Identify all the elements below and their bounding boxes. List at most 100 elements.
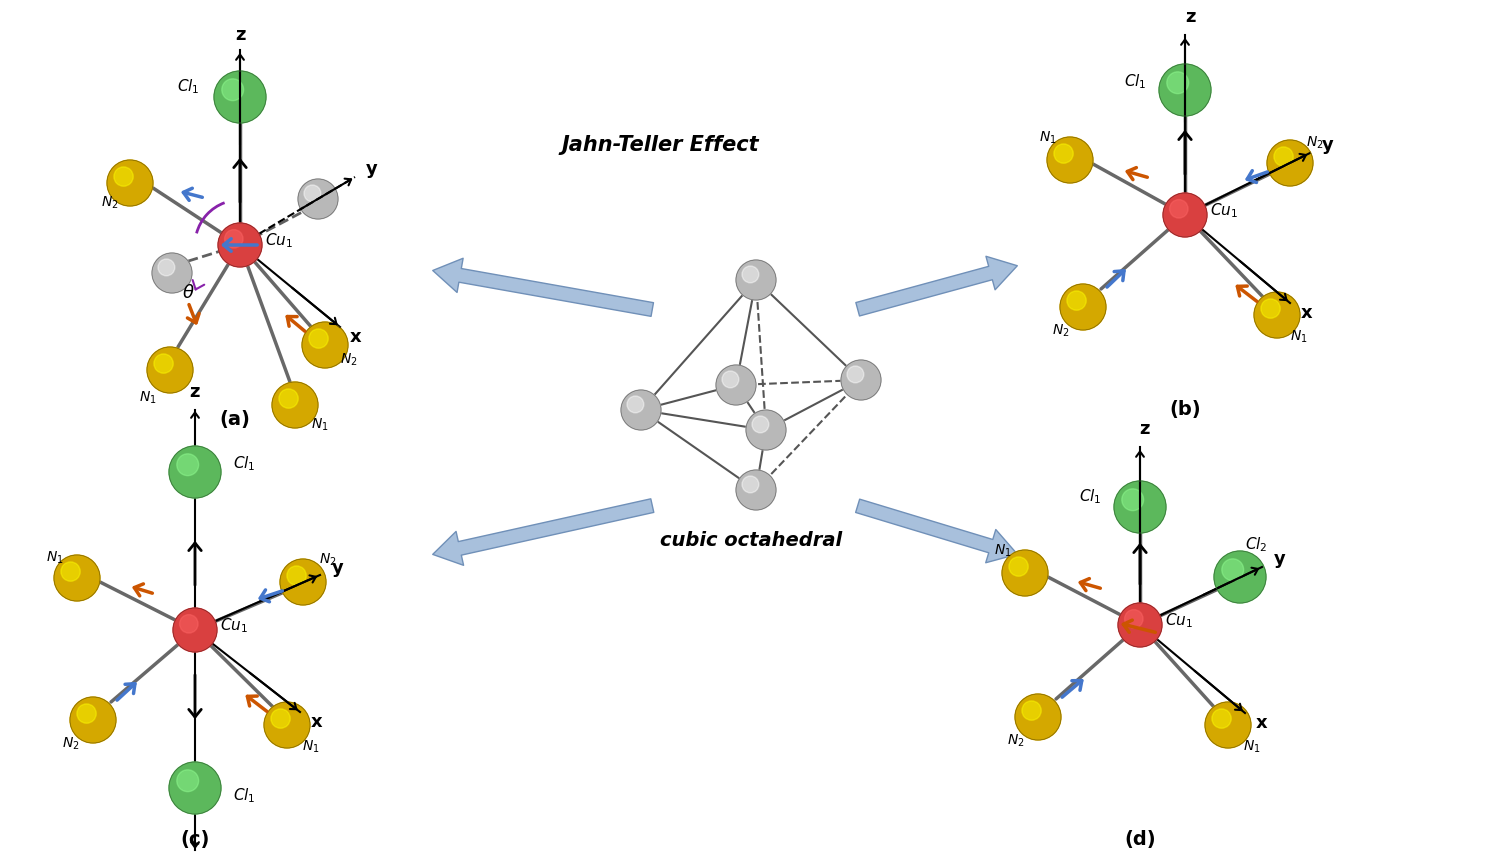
Text: $N_2$: $N_2$: [1053, 322, 1069, 339]
Circle shape: [1009, 557, 1029, 576]
Circle shape: [1066, 291, 1086, 310]
Text: y: y: [366, 160, 379, 178]
Text: $Cl_2$: $Cl_2$: [1245, 536, 1268, 555]
Text: z: z: [1140, 420, 1151, 438]
Circle shape: [153, 354, 173, 373]
Text: $N_2$: $N_2$: [101, 195, 119, 212]
Text: (b): (b): [1169, 401, 1200, 420]
Circle shape: [170, 762, 221, 814]
Circle shape: [264, 702, 309, 748]
Circle shape: [1214, 551, 1266, 603]
Circle shape: [279, 389, 299, 408]
Text: $N_2$: $N_2$: [1307, 135, 1323, 151]
Text: $N_2$: $N_2$: [1008, 733, 1024, 749]
Text: x: x: [350, 328, 362, 346]
Circle shape: [1015, 694, 1060, 740]
Circle shape: [287, 566, 306, 585]
Circle shape: [213, 71, 266, 123]
Text: (a): (a): [219, 410, 251, 429]
Circle shape: [1021, 701, 1041, 720]
Text: $Cl_1$: $Cl_1$: [233, 787, 255, 805]
Text: Jahn-Teller Effect: Jahn-Teller Effect: [562, 135, 759, 155]
Circle shape: [1205, 702, 1251, 748]
Text: $N_1$: $N_1$: [1244, 739, 1260, 755]
Text: $N_1$: $N_1$: [994, 543, 1012, 559]
Circle shape: [302, 322, 348, 368]
Text: $Cl_1$: $Cl_1$: [1080, 488, 1102, 507]
Text: z: z: [189, 383, 200, 401]
Circle shape: [222, 79, 243, 101]
Circle shape: [54, 555, 101, 601]
Text: x: x: [311, 713, 323, 731]
Text: z: z: [1185, 8, 1196, 26]
Text: $Cu_1$: $Cu_1$: [1211, 201, 1238, 220]
Circle shape: [180, 615, 198, 633]
Circle shape: [742, 476, 759, 493]
Text: (d): (d): [1123, 831, 1157, 850]
Text: $Cu_1$: $Cu_1$: [219, 617, 248, 636]
Text: $Cu_1$: $Cu_1$: [1166, 611, 1193, 630]
Circle shape: [1221, 559, 1244, 580]
Circle shape: [841, 360, 882, 400]
Text: $Cl_1$: $Cl_1$: [233, 455, 255, 473]
Circle shape: [279, 559, 326, 605]
Circle shape: [1212, 709, 1232, 728]
Text: $N_1$: $N_1$: [1039, 130, 1057, 146]
Circle shape: [1254, 292, 1301, 338]
Circle shape: [114, 167, 134, 187]
Circle shape: [1002, 550, 1048, 596]
Circle shape: [1160, 64, 1211, 116]
Text: $N_2$: $N_2$: [320, 552, 336, 568]
Text: y: y: [1274, 550, 1286, 568]
Text: $N_1$: $N_1$: [47, 550, 63, 566]
Circle shape: [177, 770, 198, 792]
Text: $N_1$: $N_1$: [302, 739, 320, 755]
Text: x: x: [1256, 714, 1268, 732]
Circle shape: [1268, 140, 1313, 186]
Circle shape: [1047, 137, 1093, 183]
Circle shape: [77, 703, 96, 723]
Text: $N_1$: $N_1$: [311, 417, 329, 433]
Circle shape: [1163, 193, 1208, 237]
Text: z: z: [234, 26, 245, 44]
Text: $Cl_1$: $Cl_1$: [177, 77, 200, 96]
Circle shape: [1260, 299, 1280, 318]
Circle shape: [1060, 284, 1105, 330]
Circle shape: [303, 185, 321, 202]
Circle shape: [218, 223, 261, 267]
Circle shape: [742, 266, 759, 283]
Circle shape: [1122, 488, 1143, 511]
Circle shape: [1114, 481, 1166, 533]
Circle shape: [722, 371, 739, 388]
Circle shape: [147, 347, 192, 393]
Circle shape: [62, 562, 80, 581]
Circle shape: [173, 608, 216, 652]
Circle shape: [1125, 610, 1143, 628]
Text: $Cl_1$: $Cl_1$: [1125, 72, 1148, 91]
Circle shape: [736, 260, 777, 300]
Text: x: x: [1301, 304, 1313, 322]
Text: y: y: [1322, 136, 1334, 154]
Circle shape: [1054, 144, 1074, 163]
Text: $\theta$: $\theta$: [182, 284, 194, 302]
Circle shape: [225, 230, 243, 248]
Circle shape: [1117, 603, 1163, 647]
Circle shape: [847, 366, 864, 383]
Circle shape: [736, 470, 777, 510]
Circle shape: [620, 390, 661, 430]
Text: (c): (c): [180, 831, 210, 850]
Text: $N_2$: $N_2$: [62, 736, 80, 752]
Circle shape: [152, 253, 192, 293]
Text: $N_2$: $N_2$: [339, 352, 357, 368]
Text: cubic octahedral: cubic octahedral: [659, 531, 843, 550]
Circle shape: [309, 329, 329, 348]
Circle shape: [626, 396, 644, 413]
Text: $N_1$: $N_1$: [1290, 329, 1308, 345]
Circle shape: [71, 697, 116, 743]
Circle shape: [158, 259, 174, 276]
Circle shape: [753, 416, 769, 433]
Text: $Cu_1$: $Cu_1$: [264, 231, 293, 250]
Circle shape: [107, 160, 153, 206]
Circle shape: [177, 454, 198, 476]
Circle shape: [1167, 71, 1188, 94]
